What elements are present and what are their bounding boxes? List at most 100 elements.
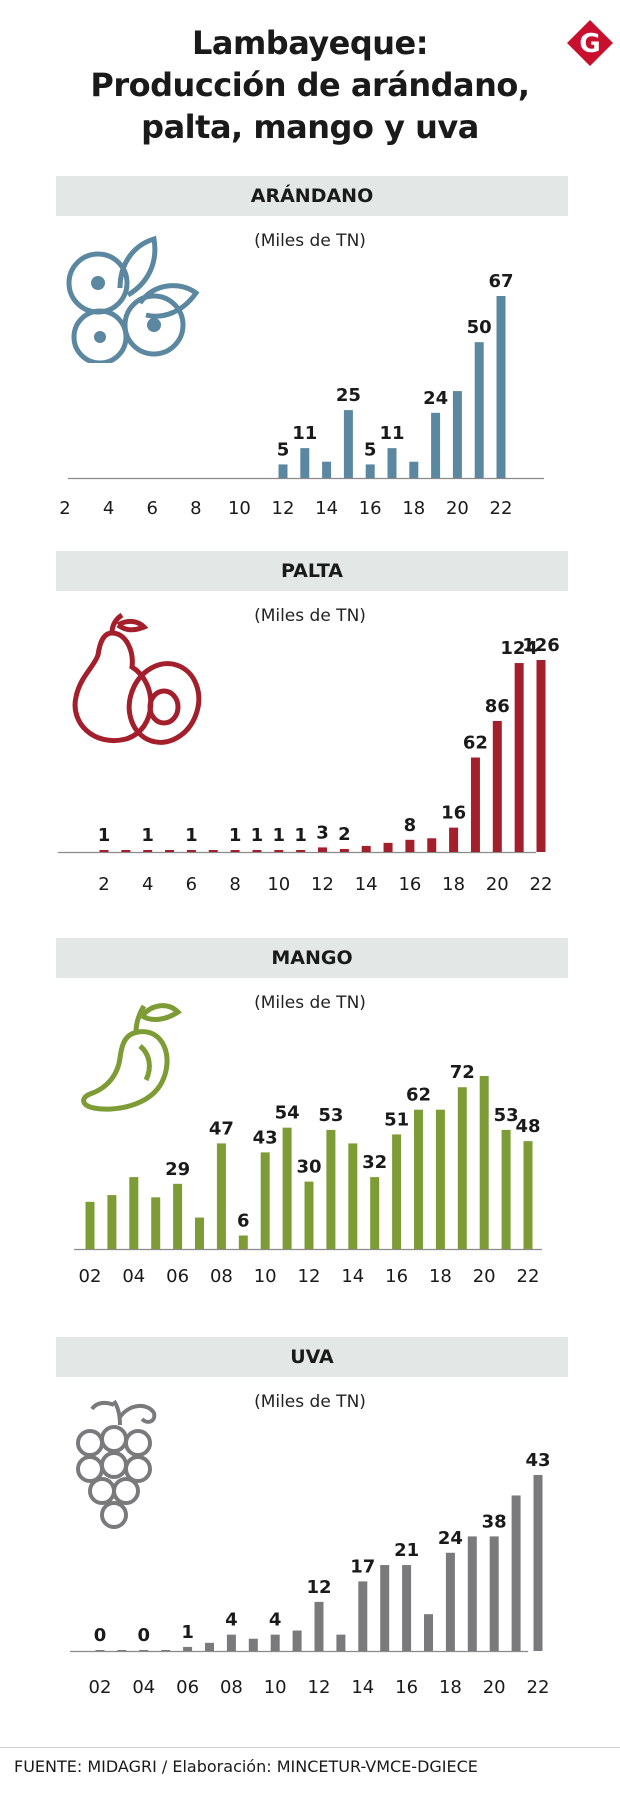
tick-label: 2 <box>98 874 109 895</box>
bar <box>452 391 462 478</box>
data-label: 1 <box>98 825 111 846</box>
bar <box>470 757 480 852</box>
bar <box>85 1201 95 1249</box>
tick-label: 06 <box>166 1266 189 1287</box>
tick-label: 6 <box>186 874 197 895</box>
tick-label: 12 <box>272 498 295 519</box>
tick-label: 4 <box>142 874 153 895</box>
bar <box>501 1129 511 1249</box>
bar <box>336 1634 346 1651</box>
data-label: 50 <box>467 317 492 338</box>
tick-label: 22 <box>530 874 553 895</box>
tick-label: 16 <box>385 1266 408 1287</box>
bar <box>361 845 371 852</box>
bar <box>318 847 327 852</box>
tick-label: 12 <box>308 1677 331 1698</box>
bar <box>117 1650 127 1651</box>
data-label: 53 <box>318 1105 343 1126</box>
tick-label: 10 <box>267 874 290 895</box>
data-label: 38 <box>482 1511 507 1532</box>
data-label: 48 <box>515 1116 540 1137</box>
bar <box>457 1087 467 1249</box>
bar <box>514 663 524 852</box>
bar <box>523 1141 533 1249</box>
bar <box>248 1638 258 1651</box>
data-label: 1 <box>185 825 198 846</box>
bar <box>449 827 459 852</box>
bar <box>230 850 240 852</box>
tick-label: 20 <box>446 498 469 519</box>
tick-label: 08 <box>210 1266 233 1287</box>
bar <box>322 461 332 478</box>
bar <box>424 1614 433 1651</box>
blueberry-icon <box>66 235 200 363</box>
data-label: 30 <box>296 1157 321 1178</box>
bar <box>402 1565 412 1651</box>
bar <box>300 448 310 478</box>
data-label: 72 <box>450 1062 475 1083</box>
bar <box>129 1177 139 1249</box>
avocado-chart-panel: PALTA (Miles de TN) 1 1 1 1 1 1 1 3 2 8 16 62 86 124 1… <box>0 551 620 911</box>
tick-label: 10 <box>228 498 251 519</box>
data-label: 43 <box>525 1450 550 1471</box>
bar <box>173 1183 183 1249</box>
data-label: 12 <box>306 1577 331 1598</box>
tick-label: 12 <box>311 874 334 895</box>
units-label: (Miles de TN) <box>254 993 366 1013</box>
bar <box>445 1552 455 1651</box>
data-label: 8 <box>404 815 417 836</box>
tick-label: 22 <box>517 1266 540 1287</box>
bar <box>383 842 393 852</box>
bar <box>370 1177 380 1249</box>
bar <box>380 1565 390 1651</box>
data-label: 5 <box>364 439 377 460</box>
bar <box>304 1181 314 1249</box>
data-label: 16 <box>441 803 466 824</box>
tick-label: 4 <box>103 498 114 519</box>
bar <box>143 850 153 852</box>
data-label: 17 <box>350 1556 375 1577</box>
data-label: 62 <box>406 1085 431 1106</box>
bar <box>414 1109 423 1249</box>
tick-label: 22 <box>490 498 513 519</box>
bar <box>296 850 306 852</box>
tick-label: 8 <box>229 874 240 895</box>
tick-label: 16 <box>395 1677 418 1698</box>
data-label: 29 <box>165 1159 190 1180</box>
bar <box>95 1650 105 1651</box>
bar <box>489 1536 499 1651</box>
data-label: 124 <box>500 638 538 659</box>
data-label: 11 <box>292 423 317 444</box>
tick-label: 04 <box>132 1677 155 1698</box>
tick-label: 18 <box>442 874 465 895</box>
footer-divider <box>0 1747 620 1748</box>
tick-label: 04 <box>122 1266 145 1287</box>
chart-header: ARÁNDANO <box>56 176 568 216</box>
bar <box>278 464 288 478</box>
mango-chart-panel: MANGO (Miles de TN) 29 47 6 43 54 30 53 32 51 62 7… <box>0 938 620 1298</box>
svg-text:G: G <box>579 29 600 59</box>
tick-label: 18 <box>402 498 425 519</box>
bar <box>467 1536 477 1651</box>
tick-label: 18 <box>439 1677 462 1698</box>
data-label: 126 <box>522 635 560 656</box>
avocado-icon <box>72 612 202 745</box>
gestion-logo-icon: G <box>567 20 613 66</box>
bar <box>496 296 506 478</box>
chart-header: PALTA <box>56 551 568 591</box>
data-label: 1 <box>141 825 154 846</box>
grapes-icon <box>76 1399 157 1529</box>
tick-label: 14 <box>315 498 338 519</box>
source-footer: FUENTE: MIDAGRI / Elaboración: MINCETUR-… <box>14 1757 478 1776</box>
bar <box>226 1634 236 1651</box>
infographic-title: Lambayeque: Producción de arándano, palt… <box>0 22 620 148</box>
data-label: 6 <box>237 1211 250 1232</box>
chart-header: MANGO <box>56 938 568 978</box>
tick-label: 06 <box>176 1677 199 1698</box>
title-line-1: Lambayeque: <box>191 24 429 62</box>
bar <box>314 1601 324 1651</box>
bar <box>139 1650 149 1651</box>
tick-label: 2 <box>59 498 70 519</box>
bar <box>282 1127 292 1249</box>
bar <box>492 720 502 852</box>
